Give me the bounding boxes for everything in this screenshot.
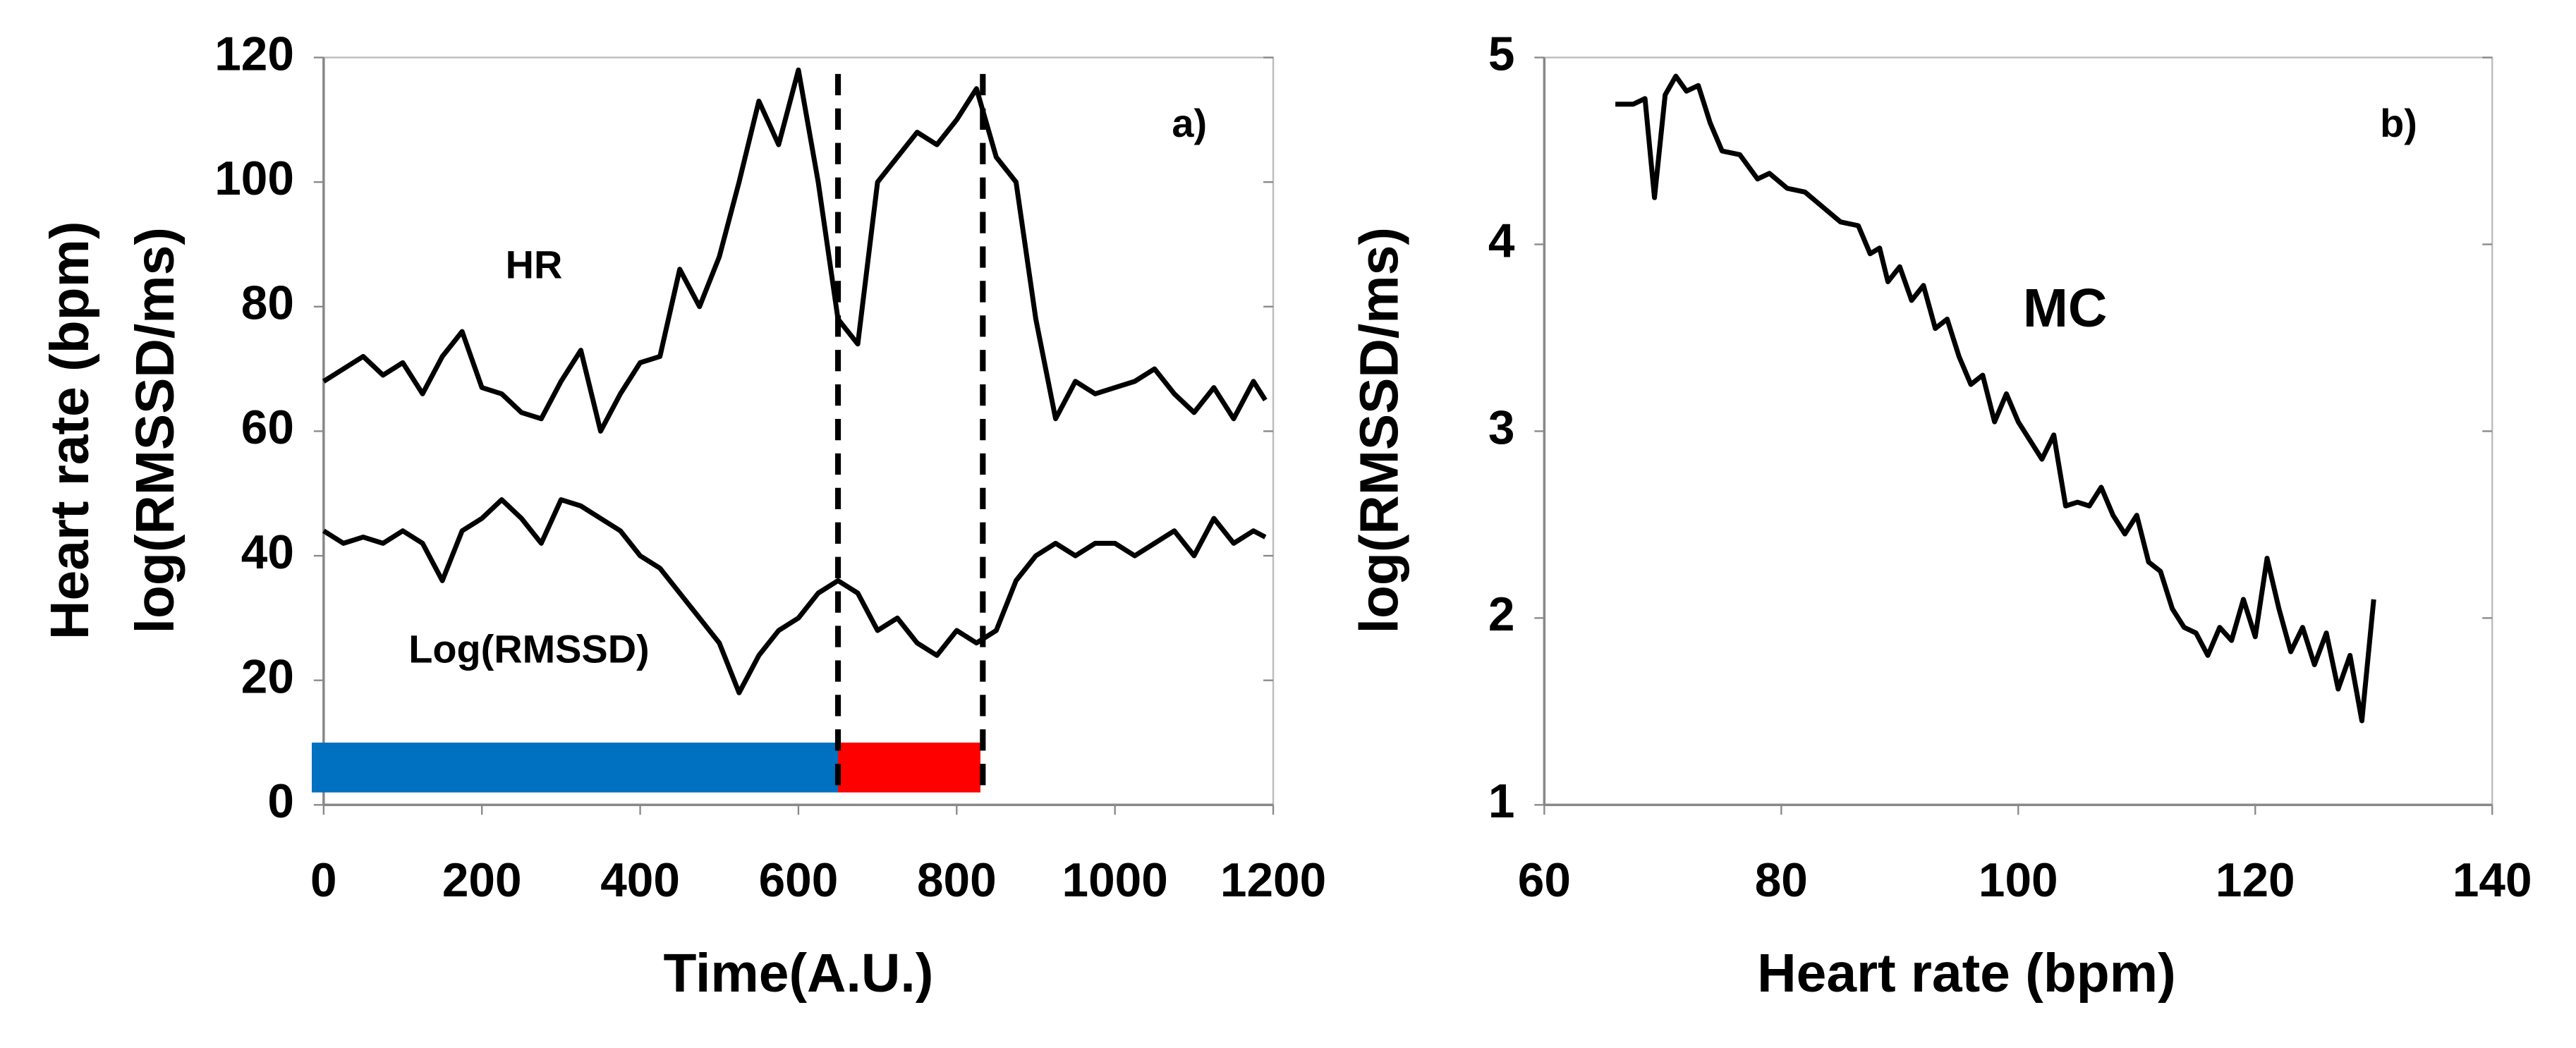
annotation: MC bbox=[2023, 278, 2108, 339]
y-tick-label: 5 bbox=[1488, 28, 1515, 80]
x-tick-label: 800 bbox=[917, 854, 997, 907]
y-tick-label: 80 bbox=[241, 277, 294, 330]
phase-bar bbox=[838, 742, 980, 793]
annotation: Log(RMSSD) bbox=[408, 626, 649, 671]
annotation: HR bbox=[506, 242, 563, 286]
plot-frame bbox=[1543, 56, 2493, 806]
y-tick-label: 60 bbox=[241, 401, 294, 454]
y-axis-title: log(RMSSD/ms) bbox=[125, 227, 186, 633]
x-tick-label: 600 bbox=[759, 854, 839, 907]
y-tick-label: 20 bbox=[241, 650, 294, 703]
y-tick-label: 1 bbox=[1488, 775, 1515, 828]
y-axis-title: Heart rate (bpm) bbox=[40, 221, 100, 640]
x-tick-label: 140 bbox=[2453, 854, 2532, 907]
x-tick-label: 80 bbox=[1755, 854, 1808, 907]
y-tick-label: 2 bbox=[1488, 588, 1515, 641]
x-tick-label: 1000 bbox=[1062, 854, 1168, 907]
x-tick-label: 200 bbox=[442, 854, 522, 907]
data-line bbox=[322, 67, 1268, 434]
x-tick-label: 60 bbox=[1518, 854, 1571, 907]
y-tick-label: 3 bbox=[1488, 401, 1515, 454]
x-axis-title: Time(A.U.) bbox=[664, 943, 934, 1004]
data-line bbox=[322, 497, 1267, 695]
x-tick-label: 400 bbox=[600, 854, 680, 907]
phase-bar bbox=[312, 742, 839, 793]
y-tick-label: 120 bbox=[214, 28, 294, 80]
y-tick-label: 40 bbox=[241, 526, 294, 579]
plot-frame bbox=[322, 56, 1275, 806]
x-tick-label: 120 bbox=[2216, 854, 2295, 907]
annotation: b) bbox=[2380, 101, 2417, 145]
data-line bbox=[1615, 73, 2376, 724]
x-tick-label: 1200 bbox=[1220, 854, 1326, 907]
x-tick-label: 100 bbox=[1979, 854, 2058, 907]
y-tick-label: 4 bbox=[1488, 214, 1515, 267]
y-tick-label: 100 bbox=[214, 152, 294, 205]
annotation: a) bbox=[1172, 101, 1207, 145]
y-tick-label: 0 bbox=[267, 775, 294, 828]
x-tick-label: 0 bbox=[310, 854, 337, 907]
y-axis-title: log(RMSSD/ms) bbox=[1349, 227, 1409, 633]
x-axis-title: Heart rate (bpm) bbox=[1757, 943, 2176, 1004]
